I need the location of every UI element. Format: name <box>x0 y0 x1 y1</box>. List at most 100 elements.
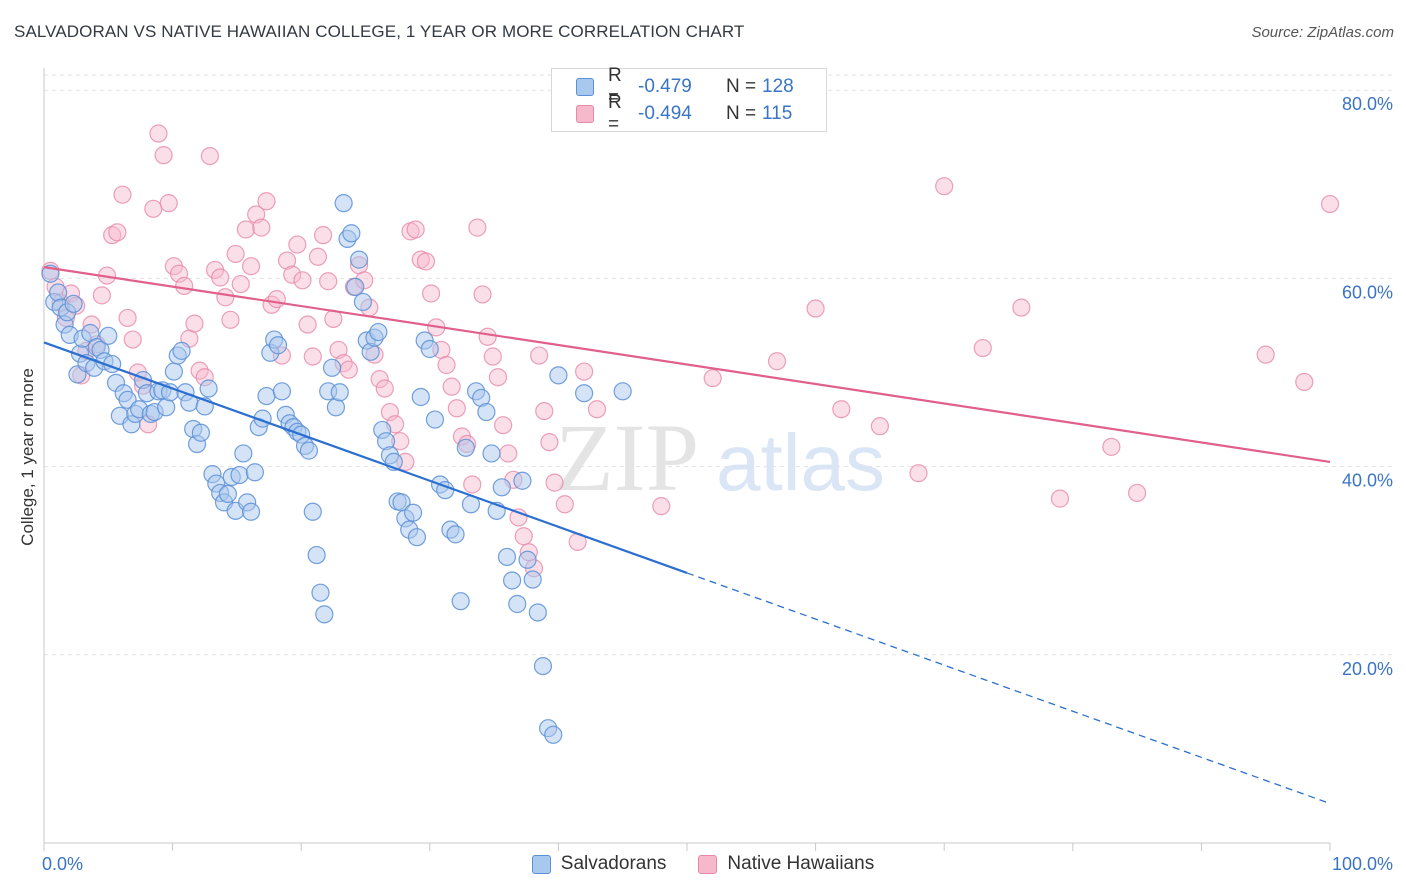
native-hawaiian-point <box>118 308 137 328</box>
native-hawaiian-point <box>108 223 127 242</box>
native-hawaiian-point <box>535 401 554 421</box>
salvadoran-point <box>315 605 334 624</box>
native-hawaiian-point <box>416 252 436 271</box>
watermark: ZIP atlas <box>555 404 885 511</box>
native-hawaiian-point <box>216 288 235 307</box>
y-tick-label: 40.0% <box>1342 471 1393 491</box>
native-hawaiian-point <box>149 124 168 143</box>
native-hawaiian-point <box>1012 298 1031 317</box>
legend-n-value: 128 <box>762 75 794 97</box>
native-hawaiian-point <box>283 265 302 284</box>
native-hawaiian-point <box>298 315 317 334</box>
native-hawaiian-point <box>154 146 173 165</box>
axis-labels: 20.0% 40.0% 60.0% 80.0% 0.0% 100.0% College, 1… <box>18 94 1393 874</box>
native-hawaiian-point <box>308 247 328 266</box>
native-hawaiian-point <box>277 251 297 270</box>
native-hawaiian-point <box>437 355 456 375</box>
native-hawaiian-point <box>1320 194 1340 214</box>
native-hawaiian-point <box>252 218 271 237</box>
axes <box>43 68 1331 851</box>
salvadoran-point <box>482 444 501 463</box>
salvadoran-point <box>322 358 342 377</box>
native-hawaiian-point <box>545 473 564 492</box>
legend-swatch-salvadorans <box>531 854 551 874</box>
salvadoran-point <box>257 386 276 406</box>
legend-row-native-hawaiians: R = -0.494 N = 115 <box>552 92 792 135</box>
salvadoran-point <box>299 441 319 460</box>
salvadoran-point <box>218 484 237 504</box>
native-hawaiian-point <box>339 360 358 379</box>
x-tick-label: 0.0% <box>42 854 83 874</box>
native-hawaiian-point <box>421 284 441 303</box>
salvadorans-trend-extension <box>686 572 1331 805</box>
salvadoran-point <box>241 502 261 521</box>
native-hawaiian-point <box>267 290 286 309</box>
native-hawaiian-point <box>370 370 389 389</box>
native-hawaiian-point <box>159 194 178 213</box>
salvadoran-point <box>199 379 218 398</box>
salvadoran-point <box>230 465 249 485</box>
salvadoran-point <box>334 194 353 213</box>
salvadoran-point <box>407 528 427 547</box>
native-hawaiian-point <box>221 310 240 329</box>
salvadoran-point <box>451 592 470 611</box>
y-tick-label: 80.0% <box>1342 94 1393 114</box>
salvadorans-trend-line <box>43 341 688 574</box>
salvadoran-point <box>342 224 361 243</box>
native-hawaiian-point <box>463 475 482 494</box>
salvadoran-point <box>513 471 532 490</box>
native-hawaiian-point <box>870 417 890 436</box>
watermark-zip: ZIP <box>555 404 699 511</box>
legend-n-label: N = <box>726 75 757 97</box>
legend-r-value: -0.494 <box>638 102 692 124</box>
native-hawaiian-point <box>703 369 722 388</box>
salvadoran-point <box>544 725 563 744</box>
trend-lines <box>43 266 1331 805</box>
native-hawaiian-point <box>241 257 261 276</box>
native-hawaiian-point <box>806 299 825 318</box>
legend-r-label: R = <box>608 91 622 135</box>
native-hawaiian-point <box>530 346 549 365</box>
native-hawaiian-point <box>488 368 508 387</box>
native-hawaiian-point <box>1256 345 1275 364</box>
native-hawaiian-point <box>555 495 574 514</box>
legend-item-salvadorans[interactable]: Salvadorans <box>531 853 666 875</box>
salvadoran-point <box>575 384 594 403</box>
legend-label-native-hawaiians: Native Hawaiians <box>727 853 875 874</box>
salvadoran-point <box>99 326 118 345</box>
x-tick-label: 100.0% <box>1332 854 1393 874</box>
salvadoran-point <box>420 339 439 359</box>
salvadoran-point <box>303 502 322 521</box>
native-hawaiian-point <box>587 400 607 419</box>
native-hawaiian-point <box>92 286 111 305</box>
salvadoran-point <box>503 571 522 590</box>
legend-swatch-salvadorans <box>576 77 594 96</box>
y-tick-label: 60.0% <box>1342 282 1393 302</box>
salvadoran-point <box>549 366 568 385</box>
salvadoran-point <box>191 423 210 442</box>
native-hawaiian-point <box>1127 483 1147 503</box>
salvadoran-point <box>508 594 527 614</box>
y-axis-label: College, 1 year or more <box>18 368 37 546</box>
native-hawaiian-point <box>935 177 954 196</box>
legend-row-salvadorans: R = -0.479 N = 128 <box>552 65 794 108</box>
native-hawaiian-point <box>144 199 163 218</box>
salvadoran-point <box>49 283 68 302</box>
salvadoran-point <box>346 277 365 296</box>
salvadoran-point <box>456 438 475 457</box>
legend-r-label: R = <box>608 64 622 108</box>
salvadoran-point <box>245 463 265 482</box>
salvadoran-point <box>533 656 553 676</box>
salvadoran-point <box>172 341 191 360</box>
salvadorans-points <box>41 194 632 744</box>
salvadoran-point <box>492 478 511 497</box>
native-hawaiian-point <box>1102 437 1121 456</box>
chart-source: Source: ZipAtlas.com <box>1251 24 1394 41</box>
native-hawaiian-point <box>1295 372 1314 392</box>
chart-title: SALVADORAN VS NATIVE HAWAIIAN COLLEGE, 1… <box>14 22 745 41</box>
legend-item-native-hawaiians[interactable]: Native Hawaiians <box>698 853 874 875</box>
legend-swatch-native-hawaiians <box>698 854 718 874</box>
native-hawaiian-point <box>832 400 851 419</box>
native-hawaiian-point <box>468 218 487 237</box>
